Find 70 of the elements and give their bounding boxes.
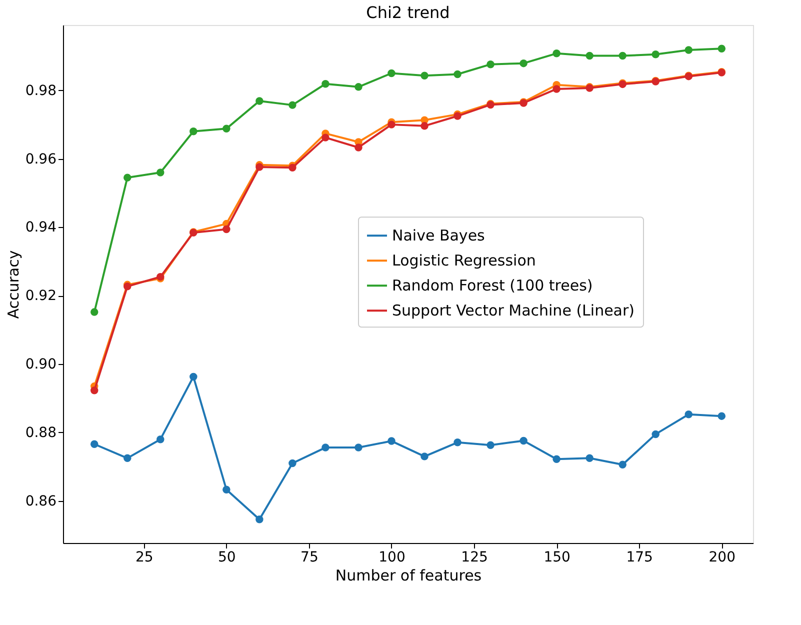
point <box>124 454 132 462</box>
x-tick-label: 150 <box>544 550 570 566</box>
point <box>420 72 428 80</box>
legend-label: Logistic Regression <box>392 252 536 270</box>
point <box>354 83 362 91</box>
point <box>586 454 594 462</box>
x-tick-label: 25 <box>135 550 154 566</box>
point <box>586 52 594 60</box>
chart-title: Chi2 trend <box>366 3 450 22</box>
x-axis-title: Number of features <box>335 566 482 584</box>
point <box>552 85 560 93</box>
y-tick-label: 0.96 <box>25 151 57 168</box>
point <box>718 412 726 420</box>
x-tick-label: 125 <box>461 550 488 566</box>
point <box>222 124 230 133</box>
y-axis-title: Accuracy <box>4 250 22 319</box>
y-tick-label: 0.94 <box>25 220 57 236</box>
point <box>520 436 528 445</box>
y-tick-label: 0.88 <box>25 424 56 441</box>
point <box>288 459 296 468</box>
point <box>90 308 98 316</box>
point <box>322 80 330 88</box>
point <box>552 50 560 58</box>
point <box>388 120 396 128</box>
point <box>652 430 660 438</box>
y-tick-label: 0.90 <box>25 356 56 373</box>
legend-label: Support Vector Machine (Linear) <box>392 302 635 320</box>
x-tick-label: 175 <box>626 550 653 566</box>
x-tick-label: 200 <box>708 550 736 566</box>
point <box>486 441 494 450</box>
point <box>388 437 396 445</box>
point <box>190 128 198 136</box>
point <box>322 134 330 142</box>
point <box>684 410 692 418</box>
point <box>90 386 98 394</box>
point <box>256 516 264 524</box>
point <box>288 164 296 172</box>
point <box>288 101 296 109</box>
point <box>156 168 164 176</box>
point <box>618 460 626 469</box>
y-tick-label: 0.98 <box>25 82 56 99</box>
point <box>520 59 528 68</box>
point <box>354 444 362 452</box>
point <box>222 486 230 494</box>
point <box>322 444 330 452</box>
point <box>652 50 660 58</box>
point <box>222 225 230 234</box>
point <box>454 70 462 78</box>
point <box>454 438 462 446</box>
legend-label: Random Forest (100 trees) <box>392 276 593 295</box>
point <box>420 122 428 130</box>
legend-label: Naive Bayes <box>392 226 486 245</box>
point <box>618 52 626 60</box>
x-tick-label: 75 <box>300 550 318 566</box>
point <box>684 46 692 54</box>
point <box>420 452 428 460</box>
point <box>190 372 198 381</box>
point <box>156 435 164 444</box>
point <box>718 44 726 52</box>
y-tick-label: 0.86 <box>25 493 57 510</box>
x-tick-label: 50 <box>218 550 236 566</box>
point <box>124 174 132 182</box>
y-tick-label: 0.92 <box>25 288 56 304</box>
point <box>90 440 98 448</box>
point <box>388 69 396 78</box>
point <box>552 455 560 464</box>
point <box>256 97 264 105</box>
point <box>354 144 362 152</box>
point <box>486 60 494 68</box>
x-tick-label: 100 <box>378 550 406 566</box>
